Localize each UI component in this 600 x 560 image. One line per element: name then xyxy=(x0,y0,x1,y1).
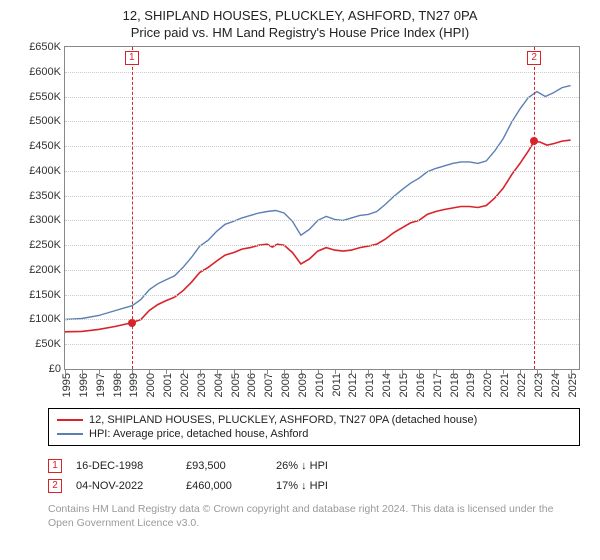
legend-label: 12, SHIPLAND HOUSES, PLUCKLEY, ASHFORD, … xyxy=(89,414,477,426)
legend-swatch xyxy=(57,419,83,421)
event-marker: 1 xyxy=(48,459,62,473)
xtick-label: 2004 xyxy=(213,373,225,397)
event-row: 2 04-NOV-2022 £460,000 17% ↓ HPI xyxy=(48,476,580,496)
xtick-label: 2016 xyxy=(415,373,427,397)
xtick-label: 2019 xyxy=(465,373,477,397)
ytick-label: £650K xyxy=(29,41,61,53)
xtick-label: 2000 xyxy=(145,373,157,397)
xtick-label: 2010 xyxy=(314,373,326,397)
line-series-svg xyxy=(65,47,579,369)
gridline xyxy=(65,245,579,246)
marker-box: 2 xyxy=(527,51,541,65)
gridline xyxy=(65,171,579,172)
event-marker: 2 xyxy=(48,479,62,493)
series-price_paid xyxy=(65,140,571,332)
xtick-label: 2020 xyxy=(482,373,494,397)
gridline xyxy=(65,220,579,221)
xtick-label: 2013 xyxy=(364,373,376,397)
events-table: 1 16-DEC-1998 £93,500 26% ↓ HPI 2 04-NOV-2022… xyxy=(48,456,580,496)
xtick-label: 1998 xyxy=(112,373,124,397)
title-line-1: 12, SHIPLAND HOUSES, PLUCKLEY, ASHFORD, … xyxy=(12,8,588,23)
xtick-label: 2007 xyxy=(263,373,275,397)
ytick-label: £150K xyxy=(29,289,61,301)
footnote-text: Contains HM Land Registry data © Crown c… xyxy=(48,502,580,530)
xtick-label: 2024 xyxy=(550,373,562,397)
ytick-label: £500K xyxy=(29,115,61,127)
ytick-label: £350K xyxy=(29,190,61,202)
xtick-label: 2018 xyxy=(449,373,461,397)
xtick-label: 2009 xyxy=(297,373,309,397)
gridline xyxy=(65,97,579,98)
xtick-label: 2005 xyxy=(230,373,242,397)
ytick-label: £100K xyxy=(29,313,61,325)
plot-area: £0£50K£100K£150K£200K£250K£300K£350K£400… xyxy=(64,46,580,370)
xtick-label: 2022 xyxy=(516,373,528,397)
event-row: 1 16-DEC-1998 £93,500 26% ↓ HPI xyxy=(48,456,580,476)
ytick-label: £300K xyxy=(29,214,61,226)
xtick-label: 2002 xyxy=(179,373,191,397)
ytick-label: £550K xyxy=(29,91,61,103)
xtick-label: 2015 xyxy=(398,373,410,397)
event-date: 04-NOV-2022 xyxy=(76,480,172,492)
event-pct: 26% ↓ HPI xyxy=(276,460,332,472)
xtick-label: 2011 xyxy=(331,373,343,397)
xtick-label: 2003 xyxy=(196,373,208,397)
xtick-label: 2017 xyxy=(432,373,444,397)
xtick-label: 2023 xyxy=(533,373,545,397)
legend-box: 12, SHIPLAND HOUSES, PLUCKLEY, ASHFORD, … xyxy=(48,408,580,446)
event-price: £460,000 xyxy=(186,480,262,492)
gridline xyxy=(65,344,579,345)
marker-dot xyxy=(128,319,136,327)
gridline xyxy=(65,146,579,147)
ytick-label: £250K xyxy=(29,239,61,251)
gridline xyxy=(65,72,579,73)
xtick-label: 2021 xyxy=(499,373,511,397)
event-date: 16-DEC-1998 xyxy=(76,460,172,472)
xtick-label: 1995 xyxy=(61,373,73,397)
title-block: 12, SHIPLAND HOUSES, PLUCKLEY, ASHFORD, … xyxy=(12,8,588,40)
legend-row: 12, SHIPLAND HOUSES, PLUCKLEY, ASHFORD, … xyxy=(57,413,571,427)
marker-dot xyxy=(530,137,538,145)
event-pct: 17% ↓ HPI xyxy=(276,480,332,492)
ytick-label: £200K xyxy=(29,264,61,276)
legend-swatch xyxy=(57,433,83,435)
ytick-label: £50K xyxy=(35,338,61,350)
ytick-label: £400K xyxy=(29,165,61,177)
marker-line xyxy=(534,47,535,369)
xtick-label: 2006 xyxy=(246,373,258,397)
ytick-label: £600K xyxy=(29,66,61,78)
gridline xyxy=(65,196,579,197)
xtick-label: 2008 xyxy=(280,373,292,397)
marker-box: 1 xyxy=(125,51,139,65)
ytick-label: £0 xyxy=(49,363,61,375)
xtick-label: 1996 xyxy=(78,373,90,397)
xtick-label: 2014 xyxy=(381,373,393,397)
gridline xyxy=(65,121,579,122)
xtick-label: 2001 xyxy=(162,373,174,397)
xtick-label: 2025 xyxy=(567,373,579,397)
gridline xyxy=(65,270,579,271)
legend-row: HPI: Average price, detached house, Ashf… xyxy=(57,427,571,441)
xtick-label: 1997 xyxy=(95,373,107,397)
gridline xyxy=(65,319,579,320)
ytick-label: £450K xyxy=(29,140,61,152)
gridline xyxy=(65,295,579,296)
xtick-label: 1999 xyxy=(128,373,140,397)
event-price: £93,500 xyxy=(186,460,262,472)
title-line-2: Price paid vs. HM Land Registry's House … xyxy=(12,25,588,40)
legend-label: HPI: Average price, detached house, Ashf… xyxy=(89,428,308,440)
xtick-label: 2012 xyxy=(347,373,359,397)
chart-container: 12, SHIPLAND HOUSES, PLUCKLEY, ASHFORD, … xyxy=(0,0,600,560)
